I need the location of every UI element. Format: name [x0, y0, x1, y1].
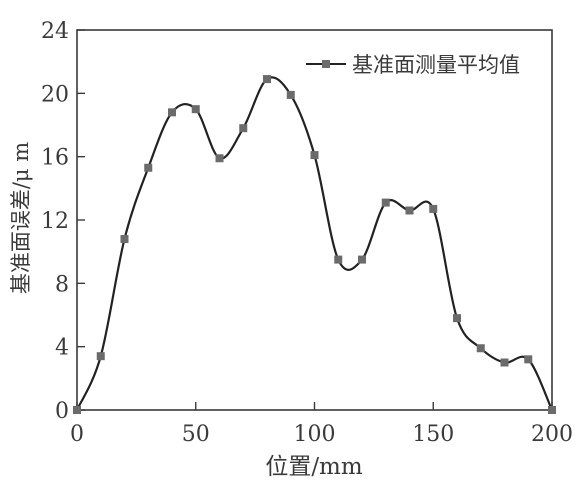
- data-point: [334, 255, 343, 264]
- data-point: [120, 235, 129, 243]
- data-point: [429, 204, 438, 213]
- x-axis-ticks: 0 50 100 150 200: [70, 402, 573, 447]
- x-tick-label: 200: [531, 422, 573, 447]
- data-point: [500, 358, 509, 367]
- y-tick-label: 24: [41, 19, 69, 44]
- y-tick-label: 20: [41, 82, 69, 107]
- data-point: [263, 75, 271, 84]
- data-point: [168, 108, 176, 117]
- data-point: [96, 352, 105, 361]
- y-tick-label: 16: [41, 146, 69, 171]
- x-tick-label: 100: [294, 422, 336, 447]
- legend-marker-sample: [322, 60, 330, 68]
- plot-frame: [76, 29, 553, 411]
- y-axis-ticks: 0 4 8 12 16 20 24: [41, 19, 85, 424]
- y-tick-label: 0: [55, 399, 69, 424]
- data-point: [310, 151, 319, 160]
- data-point: [191, 105, 200, 114]
- data-point: [239, 124, 248, 133]
- series-layer: [73, 75, 556, 414]
- data-point: [358, 255, 366, 264]
- data-point: [548, 406, 556, 414]
- data-point: [453, 314, 461, 323]
- y-tick-label: 4: [55, 336, 69, 361]
- data-point: [524, 355, 533, 364]
- series-line: [75, 76, 553, 411]
- data-point: [286, 90, 295, 99]
- x-tick-label: 50: [182, 422, 210, 447]
- x-tick-label: 0: [70, 422, 84, 447]
- legend-label: 基准面测量平均值: [352, 53, 520, 77]
- data-point: [405, 206, 414, 215]
- data-point: [73, 406, 81, 414]
- data-point: [144, 163, 153, 172]
- y-tick-label: 12: [41, 209, 69, 234]
- legend: 基准面测量平均值: [306, 53, 520, 77]
- data-point: [476, 344, 485, 353]
- data-point: [215, 154, 224, 163]
- y-tick-label: 8: [55, 272, 69, 297]
- data-point: [381, 198, 390, 207]
- y-axis-label: 基准面误差/μ m: [9, 142, 33, 294]
- x-axis-label: 位置/mm: [265, 454, 363, 480]
- x-tick-label: 150: [412, 422, 454, 447]
